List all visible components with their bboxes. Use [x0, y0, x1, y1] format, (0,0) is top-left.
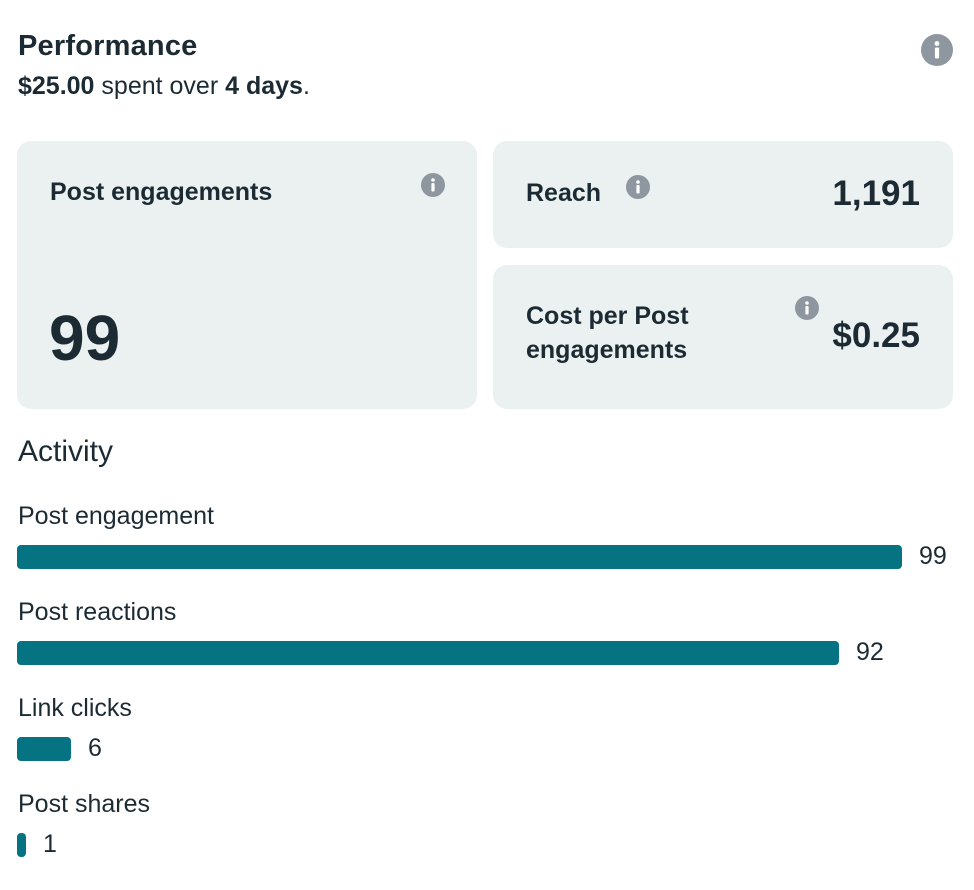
activity-bar: [17, 833, 26, 857]
post-engagements-label: Post engagements: [50, 178, 273, 206]
activity-value: 6: [88, 734, 102, 762]
spend-summary: $25.00 spent over 4 days.: [18, 72, 310, 101]
activity-bar: [17, 641, 839, 665]
info-icon[interactable]: [921, 34, 953, 66]
post-engagements-card: Post engagements 99: [17, 141, 477, 409]
info-icon[interactable]: [795, 296, 819, 320]
activity-value: 92: [856, 638, 884, 666]
activity-bar: [17, 545, 902, 569]
spend-amount: $25.00: [18, 72, 95, 100]
spend-period: .: [302, 72, 310, 100]
activity-label: Post shares: [18, 790, 151, 818]
spend-duration: 4 days: [225, 72, 303, 100]
performance-title: Performance: [18, 30, 198, 62]
info-icon[interactable]: [421, 173, 445, 197]
activity-label: Link clicks: [18, 694, 132, 722]
cost-per-engagement-card: Cost per Post engagements $0.25: [493, 265, 953, 409]
activity-value: 99: [919, 542, 947, 570]
activity-value: 1: [43, 830, 57, 858]
activity-label: Post reactions: [18, 598, 177, 626]
activity-bar: [17, 737, 71, 761]
cost-per-engagement-label: Cost per Post engagements: [526, 300, 689, 368]
spend-text: spent over: [94, 72, 226, 100]
reach-card: Reach 1,191: [493, 141, 953, 248]
activity-label: Post engagement: [18, 502, 214, 530]
reach-label: Reach: [526, 179, 602, 207]
post-engagements-value: 99: [49, 302, 121, 374]
cost-label-line1: Cost per Post: [526, 302, 689, 330]
reach-value: 1,191: [832, 174, 920, 213]
cost-per-engagement-value: $0.25: [832, 316, 920, 355]
info-icon[interactable]: [626, 175, 650, 199]
activity-title: Activity: [18, 435, 114, 468]
cost-label-line2: engagements: [526, 335, 688, 364]
